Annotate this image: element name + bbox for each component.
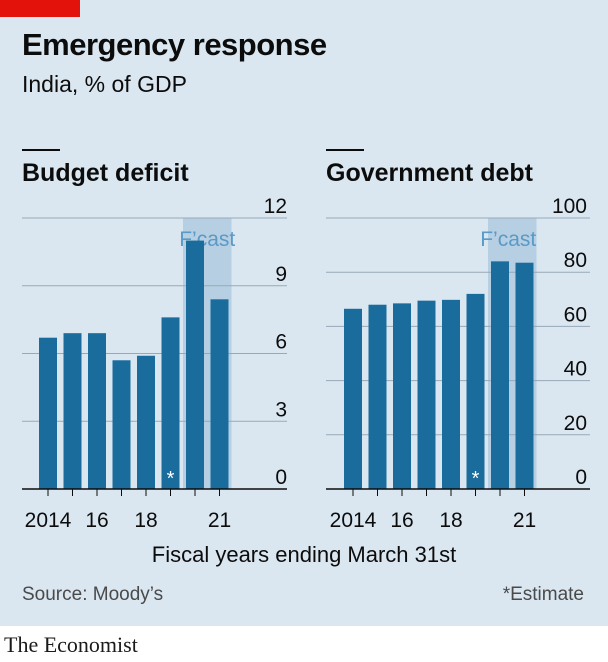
estimate-note: *Estimate bbox=[502, 584, 584, 605]
bar bbox=[491, 261, 509, 489]
bar bbox=[63, 333, 82, 489]
x-tick-label: 21 bbox=[208, 509, 231, 532]
bar bbox=[344, 308, 362, 489]
bar bbox=[161, 317, 180, 489]
estimate-marker: * bbox=[167, 468, 175, 490]
bar bbox=[417, 300, 436, 489]
bar bbox=[210, 299, 229, 489]
y-tick-label: 12 bbox=[264, 195, 287, 218]
estimate-marker: * bbox=[472, 468, 480, 490]
brand-red-tag bbox=[0, 0, 80, 17]
chart-subtitle: India, % of GDP bbox=[22, 71, 187, 97]
bar bbox=[393, 303, 411, 489]
y-tick-label: 3 bbox=[275, 398, 287, 421]
brand-logo: The Economist bbox=[4, 632, 138, 657]
bar bbox=[368, 304, 387, 489]
bar bbox=[112, 360, 131, 489]
forecast-label: F’cast bbox=[480, 228, 536, 251]
x-tick-label: 2014 bbox=[25, 509, 72, 532]
charts-svg: Budget deficit 0 3 6 9 12 F’cast * 2014 16 18 21 Gov… bbox=[22, 149, 590, 532]
y-tick-label: 100 bbox=[552, 195, 587, 218]
panel-title: Budget deficit bbox=[22, 159, 189, 187]
x-tick-label: 18 bbox=[439, 509, 462, 532]
x-tick-label: 16 bbox=[85, 509, 108, 532]
y-tick-label: 60 bbox=[564, 303, 587, 326]
x-tick-label: 16 bbox=[390, 509, 413, 532]
bar bbox=[39, 337, 57, 489]
y-tick-label: 9 bbox=[275, 263, 287, 286]
y-tick-label: 40 bbox=[564, 358, 587, 381]
y-tick-label: 0 bbox=[575, 466, 587, 489]
bar bbox=[466, 293, 485, 489]
bar bbox=[88, 333, 106, 489]
bar bbox=[515, 262, 534, 489]
bar bbox=[442, 299, 460, 489]
bar bbox=[186, 240, 204, 489]
x-tick-label: 2014 bbox=[330, 509, 377, 532]
y-tick-label: 0 bbox=[275, 466, 287, 489]
y-tick-label: 6 bbox=[275, 331, 287, 354]
y-tick-label: 20 bbox=[564, 412, 587, 435]
x-tick-label: 18 bbox=[134, 509, 157, 532]
bar bbox=[137, 355, 155, 489]
panel-title: Government debt bbox=[326, 159, 534, 187]
source-note: Source: Moody’s bbox=[22, 584, 164, 605]
x-axis-label: Fiscal years ending March 31st bbox=[151, 542, 457, 567]
x-tick-label: 21 bbox=[513, 509, 536, 532]
chart-title: Emergency response bbox=[22, 27, 327, 62]
y-tick-label: 80 bbox=[564, 249, 587, 272]
